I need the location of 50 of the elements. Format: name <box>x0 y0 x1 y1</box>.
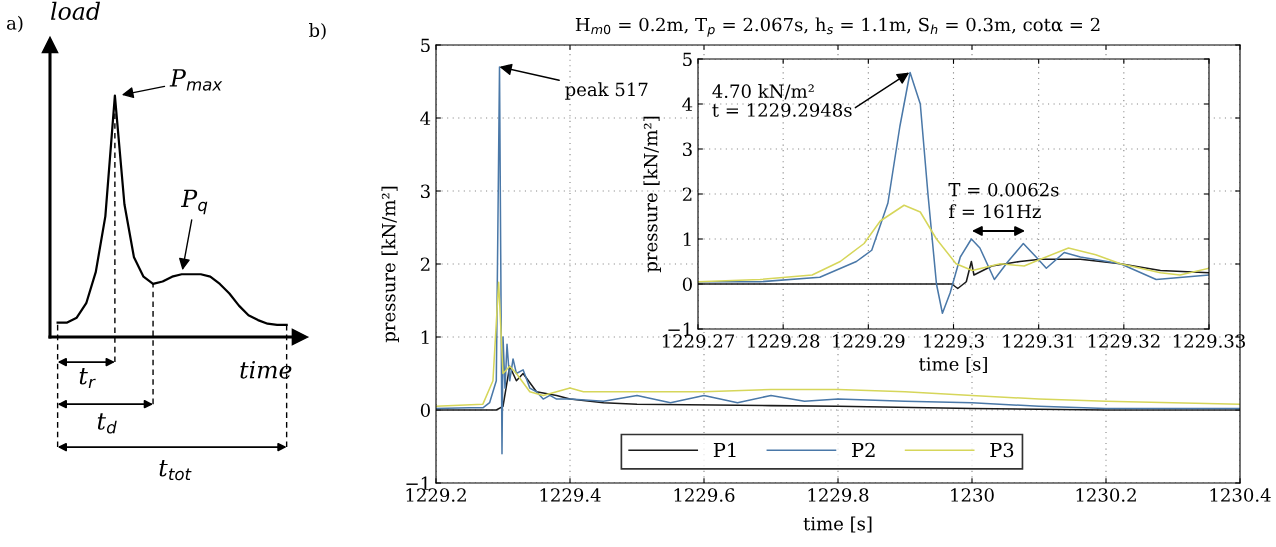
y-tick-label: −1 <box>406 476 429 490</box>
annotation: 4.70 kN/m² t = 1229.2948s <box>712 84 852 117</box>
y-tick-label: 1 <box>421 330 429 344</box>
line-series <box>698 204 1209 283</box>
text: P$_{max}$ <box>169 69 223 91</box>
y-tick-label: 0 <box>682 277 692 292</box>
x-axis-title: time [s] <box>803 516 872 533</box>
x-tick-label: 1229.28 <box>748 334 820 348</box>
y-tick-label: −1 <box>668 322 691 336</box>
y-tick-label: 1 <box>683 232 691 246</box>
y-tick-label: 3 <box>683 142 692 157</box>
legend-label: P2 <box>852 442 875 458</box>
line-series <box>698 258 1209 290</box>
text: b) <box>309 23 326 40</box>
x-tick-label: 1229.32 <box>1088 334 1160 348</box>
y-tick-label: 2 <box>420 257 430 271</box>
y-axis-title: load <box>50 1 101 20</box>
y-axis-title: pressure [kN/m²] <box>381 186 399 343</box>
annotation: peak 517 <box>565 82 648 100</box>
text: t$_{d}$ <box>97 413 117 434</box>
y-tick-label: 5 <box>683 52 692 67</box>
x-tick-label: 1229.27 <box>662 334 735 348</box>
annotation: P$_{q}$ <box>180 189 208 215</box>
x-tick-label: 1230.4 <box>1210 488 1271 502</box>
x-tick-label: 1229.31 <box>1003 334 1074 348</box>
y-tick-label: 4 <box>682 97 693 111</box>
x-tick-label: 1229.4 <box>540 488 601 502</box>
legend-label: P3 <box>990 442 1014 458</box>
line-series <box>698 71 1209 315</box>
x-tick-label: 1229.29 <box>833 334 905 348</box>
y-axis-title: pressure [kN/m²] <box>643 116 661 273</box>
x-tick-label: 1229.3 <box>924 334 984 348</box>
y-tick-label: 5 <box>421 38 430 53</box>
x-tick-label: 1229.8 <box>808 488 869 502</box>
y-tick-label: 3 <box>421 184 430 199</box>
annotation: T = 0.0062s f = 161Hz <box>948 182 1059 219</box>
x-tick-label: 1230.2 <box>1076 488 1136 502</box>
y-tick-label: 4 <box>420 111 431 125</box>
text: a) <box>6 15 23 33</box>
y-tick-label: 2 <box>682 187 692 201</box>
y-tick-label: 0 <box>420 403 430 418</box>
chart-title: H$_{m0}$ = 0.2m, T$_{p}$ = 2.067s, h$_{s}$ = 1.1m, S$_{h}$ = 0.3m, cotα = 2 <box>575 17 1100 37</box>
legend-label: P1 <box>713 442 736 458</box>
x-axis-title: time <box>240 360 292 379</box>
x-tick-label: 1229.2 <box>406 488 466 502</box>
x-axis-title: time [s] <box>919 356 987 373</box>
text: t$_{tot}$ <box>159 460 192 481</box>
x-tick-label: 1230 <box>951 488 994 502</box>
text: t$_{r}$ <box>79 368 96 389</box>
x-tick-label: 1229.6 <box>674 488 735 502</box>
